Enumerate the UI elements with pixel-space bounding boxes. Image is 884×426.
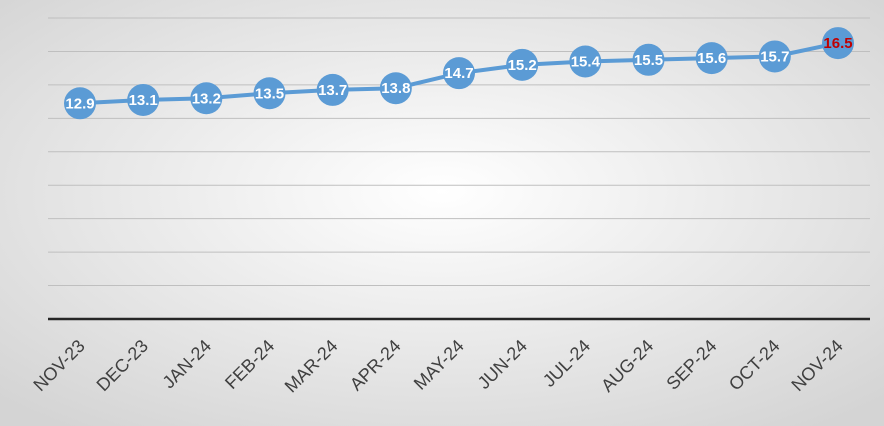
data-point (443, 57, 475, 90)
data-label: 12.9 (65, 95, 94, 112)
data-point (569, 45, 602, 78)
data-point (506, 48, 539, 81)
data-point (632, 43, 665, 76)
data-label: 15.6 (697, 50, 726, 67)
data-point (379, 72, 412, 105)
data-label: 13.5 (255, 85, 284, 102)
data-point (695, 42, 728, 75)
data-point (253, 77, 286, 110)
data-label: 14.7 (444, 65, 473, 82)
data-label: 13.7 (318, 82, 347, 99)
data-point (64, 87, 96, 120)
data-label: 13.8 (381, 80, 410, 97)
data-point (190, 82, 223, 115)
data-point (758, 40, 791, 73)
data-point (822, 27, 854, 60)
data-label: 15.7 (760, 48, 789, 65)
data-label: 13.1 (129, 92, 158, 109)
data-label: 15.2 (508, 57, 537, 74)
data-point (127, 83, 160, 116)
data-label: 16.5 (823, 35, 852, 52)
data-label: 15.5 (634, 52, 663, 69)
data-label: 13.2 (192, 90, 221, 107)
data-label: 15.4 (571, 53, 601, 70)
data-point (316, 73, 349, 106)
